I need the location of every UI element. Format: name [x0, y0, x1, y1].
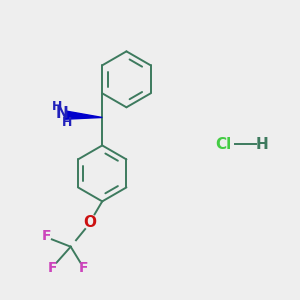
Text: O: O — [83, 215, 96, 230]
Text: F: F — [48, 261, 57, 275]
Text: H: H — [256, 136, 269, 152]
Text: H: H — [52, 100, 62, 113]
Text: Cl: Cl — [215, 136, 232, 152]
Text: N: N — [56, 106, 68, 122]
Text: F: F — [79, 261, 89, 275]
Polygon shape — [65, 111, 102, 119]
Text: F: F — [42, 230, 51, 243]
Text: H: H — [62, 116, 72, 129]
